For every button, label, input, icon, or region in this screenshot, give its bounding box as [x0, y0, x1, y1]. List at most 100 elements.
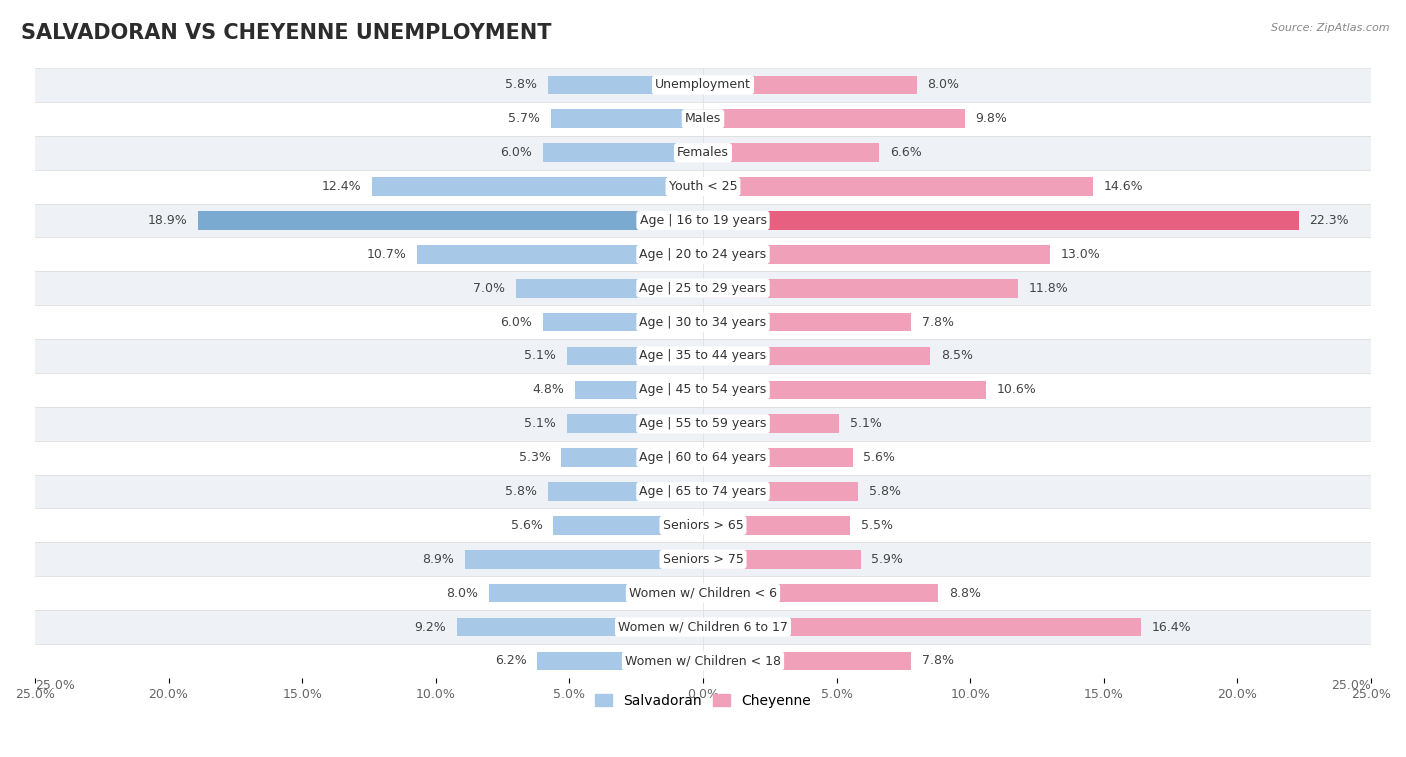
Bar — [35, 68, 1371, 102]
Bar — [703, 211, 1299, 230]
Bar — [703, 279, 1018, 298]
Bar — [35, 170, 1371, 204]
Text: 9.2%: 9.2% — [415, 621, 447, 634]
Bar — [35, 271, 1371, 305]
Text: Women w/ Children < 18: Women w/ Children < 18 — [626, 654, 780, 668]
Text: 5.3%: 5.3% — [519, 451, 551, 464]
Bar — [35, 475, 1371, 509]
Text: 13.0%: 13.0% — [1062, 248, 1101, 261]
Bar — [703, 550, 860, 569]
Text: Age | 60 to 64 years: Age | 60 to 64 years — [640, 451, 766, 464]
Bar — [489, 584, 703, 603]
Text: Age | 25 to 29 years: Age | 25 to 29 years — [640, 282, 766, 294]
Text: Age | 55 to 59 years: Age | 55 to 59 years — [640, 417, 766, 430]
Text: Age | 35 to 44 years: Age | 35 to 44 years — [640, 350, 766, 363]
Bar — [551, 110, 703, 128]
Bar — [35, 339, 1371, 373]
Bar — [554, 516, 703, 534]
Text: Age | 20 to 24 years: Age | 20 to 24 years — [640, 248, 766, 261]
Text: 6.2%: 6.2% — [495, 654, 527, 668]
Bar — [703, 482, 858, 501]
Text: 5.8%: 5.8% — [869, 485, 901, 498]
Text: 7.8%: 7.8% — [922, 316, 955, 329]
Bar — [537, 652, 703, 670]
Text: 18.9%: 18.9% — [148, 214, 187, 227]
Bar — [567, 414, 703, 433]
Bar — [35, 644, 1371, 678]
Bar — [703, 177, 1092, 196]
Bar — [35, 610, 1371, 644]
Text: 5.8%: 5.8% — [505, 485, 537, 498]
Bar — [543, 143, 703, 162]
Text: 22.3%: 22.3% — [1309, 214, 1350, 227]
Bar — [465, 550, 703, 569]
Bar — [543, 313, 703, 332]
Text: 6.0%: 6.0% — [501, 316, 531, 329]
Text: 16.4%: 16.4% — [1152, 621, 1191, 634]
Text: 25.0%: 25.0% — [1331, 679, 1371, 692]
Text: 10.7%: 10.7% — [367, 248, 406, 261]
Bar — [35, 542, 1371, 576]
Text: 5.5%: 5.5% — [860, 519, 893, 532]
Text: 8.8%: 8.8% — [949, 587, 981, 600]
Text: 5.7%: 5.7% — [508, 112, 540, 126]
Text: SALVADORAN VS CHEYENNE UNEMPLOYMENT: SALVADORAN VS CHEYENNE UNEMPLOYMENT — [21, 23, 551, 42]
Text: Unemployment: Unemployment — [655, 79, 751, 92]
Bar — [548, 76, 703, 95]
Text: 5.1%: 5.1% — [524, 350, 555, 363]
Bar — [35, 204, 1371, 238]
Text: Seniors > 75: Seniors > 75 — [662, 553, 744, 565]
Text: Women w/ Children < 6: Women w/ Children < 6 — [628, 587, 778, 600]
Bar — [703, 347, 931, 366]
Text: 12.4%: 12.4% — [322, 180, 361, 193]
Bar — [703, 584, 938, 603]
Text: 14.6%: 14.6% — [1104, 180, 1143, 193]
Bar — [457, 618, 703, 637]
Text: Source: ZipAtlas.com: Source: ZipAtlas.com — [1271, 23, 1389, 33]
Bar — [371, 177, 703, 196]
Bar — [703, 245, 1050, 263]
Bar — [703, 110, 965, 128]
Bar — [35, 373, 1371, 407]
Text: 7.0%: 7.0% — [474, 282, 505, 294]
Bar — [575, 381, 703, 399]
Text: 9.8%: 9.8% — [976, 112, 1008, 126]
Bar — [703, 618, 1142, 637]
Text: Age | 45 to 54 years: Age | 45 to 54 years — [640, 383, 766, 397]
Text: 11.8%: 11.8% — [1029, 282, 1069, 294]
Text: Females: Females — [678, 146, 728, 159]
Bar — [35, 305, 1371, 339]
Text: Age | 65 to 74 years: Age | 65 to 74 years — [640, 485, 766, 498]
Bar — [561, 448, 703, 467]
Legend: Salvadoran, Cheyenne: Salvadoran, Cheyenne — [591, 689, 815, 714]
Text: Seniors > 65: Seniors > 65 — [662, 519, 744, 532]
Bar — [703, 448, 852, 467]
Text: 8.9%: 8.9% — [423, 553, 454, 565]
Bar — [198, 211, 703, 230]
Bar — [548, 482, 703, 501]
Text: 8.0%: 8.0% — [928, 79, 959, 92]
Text: 6.0%: 6.0% — [501, 146, 531, 159]
Text: 5.1%: 5.1% — [524, 417, 555, 430]
Text: Age | 16 to 19 years: Age | 16 to 19 years — [640, 214, 766, 227]
Text: 25.0%: 25.0% — [35, 679, 75, 692]
Text: 5.8%: 5.8% — [505, 79, 537, 92]
Bar — [703, 313, 911, 332]
Bar — [567, 347, 703, 366]
Bar — [35, 441, 1371, 475]
Text: Age | 30 to 34 years: Age | 30 to 34 years — [640, 316, 766, 329]
Bar — [35, 576, 1371, 610]
Text: 7.8%: 7.8% — [922, 654, 955, 668]
Bar — [418, 245, 703, 263]
Bar — [35, 102, 1371, 136]
Text: 5.6%: 5.6% — [863, 451, 896, 464]
Bar — [516, 279, 703, 298]
Text: 6.6%: 6.6% — [890, 146, 922, 159]
Text: Women w/ Children 6 to 17: Women w/ Children 6 to 17 — [619, 621, 787, 634]
Text: 5.1%: 5.1% — [851, 417, 882, 430]
Text: 4.8%: 4.8% — [531, 383, 564, 397]
Text: 10.6%: 10.6% — [997, 383, 1036, 397]
Text: 8.5%: 8.5% — [941, 350, 973, 363]
Bar — [703, 143, 879, 162]
Bar — [35, 136, 1371, 170]
